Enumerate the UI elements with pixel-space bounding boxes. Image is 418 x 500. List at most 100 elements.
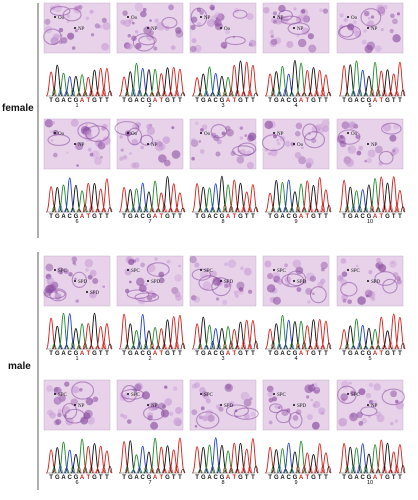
base-letter: G — [55, 98, 60, 104]
base-letter: G — [201, 214, 206, 220]
histology-image: SPC NP — [43, 379, 111, 431]
base-letter: G — [201, 351, 206, 357]
base-letter: T — [342, 351, 346, 357]
trace-peak — [191, 183, 203, 213]
trace-peak — [125, 440, 136, 474]
trace-peak — [264, 328, 276, 350]
marker-dot — [86, 291, 88, 293]
marker-dot — [74, 27, 76, 29]
base-letter: T — [318, 351, 322, 357]
base-letter: T — [305, 98, 309, 104]
trace-peak — [394, 190, 406, 213]
trace-peak — [283, 179, 294, 213]
base-letter: T — [379, 98, 383, 104]
marker-dot — [54, 132, 56, 134]
histology-image: Oo NP — [114, 118, 184, 170]
trace-peak — [131, 188, 142, 213]
sample-number: 10 — [367, 480, 373, 486]
tissue-label: Oo — [58, 132, 65, 137]
trace-peak — [45, 71, 57, 97]
sample-number: 6 — [75, 480, 78, 486]
trace-peak — [137, 445, 148, 474]
trace-peak — [191, 323, 203, 350]
trace-peak — [89, 182, 100, 213]
trace-minor — [295, 92, 301, 97]
marker-dot — [367, 280, 369, 282]
base-letter: G — [92, 475, 97, 481]
marker-dot — [220, 404, 222, 406]
trace-peak — [382, 442, 393, 474]
tissue-label: Oo — [224, 27, 231, 32]
base-letter: A — [354, 475, 359, 481]
trace-peak — [64, 177, 75, 213]
base-letter: T — [398, 98, 402, 104]
trace-peak — [302, 180, 313, 213]
base-letter: T — [324, 351, 328, 357]
trace-peak — [101, 450, 113, 474]
base-letter: T — [172, 98, 176, 104]
tissue-label: SPC — [58, 269, 68, 274]
base-letter: G — [55, 214, 60, 220]
trace-peak — [271, 323, 282, 350]
base-letter: G — [165, 98, 170, 104]
group-label-female: female — [2, 103, 34, 114]
trace-peak — [222, 326, 234, 350]
trace-minor — [180, 207, 186, 213]
base-letter: T — [398, 214, 402, 220]
base-letter: G — [385, 214, 390, 220]
sample-number: 8 — [221, 219, 224, 225]
sample-number: 1 — [75, 356, 78, 362]
trace-peak — [363, 184, 375, 213]
base-letter: T — [172, 214, 176, 220]
marker-dot — [293, 143, 295, 145]
base-letter: T — [232, 475, 236, 481]
marker-dot — [74, 280, 76, 282]
trace-peak — [210, 72, 221, 97]
trace-minor — [143, 466, 149, 474]
tissue-label: SPC — [351, 393, 361, 398]
histology-image: NP NP — [262, 2, 330, 54]
base-letter: A — [373, 214, 378, 220]
base-letter: A — [226, 475, 231, 481]
base-letter: T — [268, 351, 272, 357]
trace-peak — [204, 187, 215, 213]
sample-number: 8 — [221, 480, 224, 486]
trace-peak — [382, 182, 393, 213]
tissue-label: SPD — [224, 404, 234, 409]
trace-minor — [143, 343, 149, 350]
trace-peak — [357, 443, 368, 474]
trace-minor — [363, 465, 369, 474]
marker-dot — [127, 269, 129, 271]
base-letter: T — [195, 351, 199, 357]
base-letter: T — [268, 98, 272, 104]
tissue-label: NP — [151, 27, 158, 32]
base-letter: A — [373, 351, 378, 357]
base-letter: G — [128, 98, 133, 104]
histology-image: SPC SPD — [189, 255, 257, 307]
trace-minor — [253, 92, 259, 97]
base-letter: T — [49, 475, 53, 481]
trace-peak — [320, 189, 332, 213]
base-letter: A — [80, 98, 85, 104]
marker-dot — [367, 404, 369, 406]
sample-number: 5 — [368, 103, 371, 109]
trace-peak — [210, 183, 221, 213]
sample-number: 9 — [294, 480, 297, 486]
tissue-label: SPD — [297, 280, 307, 285]
trace-peak — [376, 316, 387, 350]
base-letter: G — [367, 98, 372, 104]
trace-peak — [70, 76, 82, 97]
trace-peak — [125, 323, 136, 350]
base-letter: A — [61, 351, 66, 357]
trace-peak — [191, 77, 203, 97]
base-letter: G — [293, 351, 298, 357]
base-letter: A — [354, 98, 359, 104]
trace-peak — [351, 190, 362, 213]
